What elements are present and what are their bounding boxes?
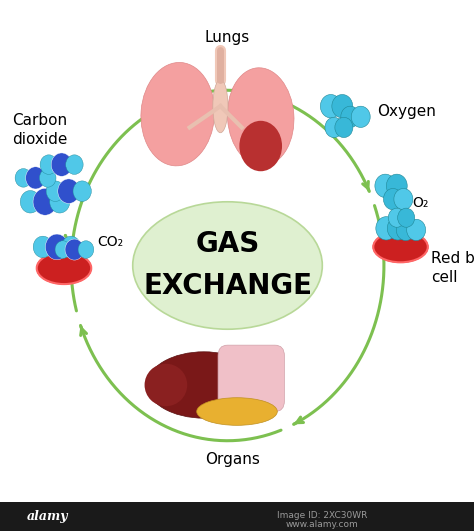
Circle shape — [351, 106, 370, 127]
Circle shape — [33, 189, 57, 215]
Circle shape — [335, 117, 353, 138]
Circle shape — [398, 208, 415, 227]
Text: EXCHANGE: EXCHANGE — [143, 272, 312, 299]
Circle shape — [40, 155, 57, 174]
Circle shape — [386, 174, 407, 198]
Ellipse shape — [373, 232, 428, 262]
Ellipse shape — [239, 121, 282, 172]
Bar — [0, 502, 474, 531]
Circle shape — [376, 217, 397, 240]
Text: www.alamy.com: www.alamy.com — [286, 520, 359, 529]
Text: Lungs: Lungs — [205, 30, 250, 45]
Ellipse shape — [147, 352, 261, 418]
Ellipse shape — [197, 398, 277, 425]
Circle shape — [388, 208, 405, 227]
Circle shape — [407, 219, 426, 241]
Circle shape — [325, 117, 343, 138]
Circle shape — [396, 219, 415, 241]
Circle shape — [73, 181, 91, 201]
Ellipse shape — [36, 252, 91, 284]
Text: Red blood
cell: Red blood cell — [431, 251, 474, 285]
Circle shape — [320, 95, 341, 118]
Text: CO₂: CO₂ — [97, 235, 123, 249]
Circle shape — [65, 239, 84, 260]
Circle shape — [332, 95, 353, 118]
Circle shape — [51, 153, 72, 176]
Circle shape — [394, 189, 413, 210]
Circle shape — [26, 167, 46, 189]
Circle shape — [33, 236, 53, 258]
Circle shape — [66, 155, 83, 174]
Text: Oxygen: Oxygen — [377, 104, 436, 119]
Ellipse shape — [133, 202, 322, 329]
Circle shape — [58, 179, 80, 203]
Circle shape — [50, 191, 70, 213]
Circle shape — [39, 169, 56, 187]
Circle shape — [78, 241, 94, 259]
Circle shape — [15, 169, 32, 187]
Circle shape — [61, 236, 81, 258]
Text: alamy: alamy — [27, 510, 68, 523]
Circle shape — [46, 234, 68, 260]
Text: GAS: GAS — [195, 230, 260, 258]
Circle shape — [341, 106, 360, 127]
Circle shape — [55, 241, 71, 259]
Text: Organs: Organs — [205, 452, 260, 467]
Circle shape — [20, 191, 40, 213]
Circle shape — [383, 189, 402, 210]
Text: O₂: O₂ — [412, 196, 429, 210]
Circle shape — [375, 174, 396, 198]
Ellipse shape — [145, 364, 187, 406]
Circle shape — [46, 181, 64, 201]
Text: Image ID: 2XC30WR: Image ID: 2XC30WR — [277, 511, 367, 519]
Circle shape — [387, 217, 408, 240]
Text: Carbon
dioxide: Carbon dioxide — [12, 113, 67, 147]
FancyBboxPatch shape — [218, 345, 284, 412]
Ellipse shape — [141, 63, 215, 166]
Ellipse shape — [228, 68, 294, 166]
Ellipse shape — [213, 80, 228, 133]
